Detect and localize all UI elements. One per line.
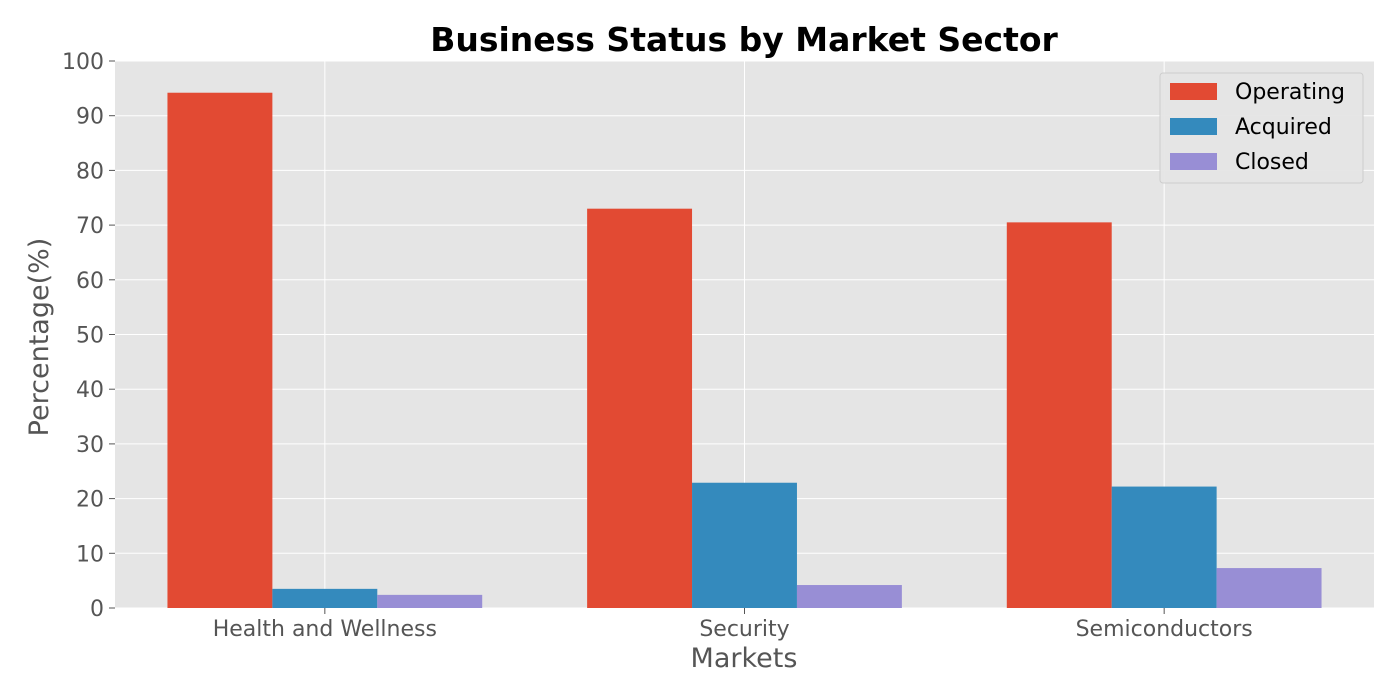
y-tick-label: 10 [76,542,104,567]
y-tick-label: 40 [76,378,104,403]
x-tick-label: Health and Wellness [213,617,437,642]
bar-closed-0 [377,594,483,608]
chart-title: Business Status by Market Sector [430,20,1058,59]
bar-acquired-2 [1111,486,1217,608]
bar-operating-1 [587,208,693,608]
x-tick-label: Security [699,617,789,642]
legend-label: Closed [1235,150,1309,175]
y-tick-label: 70 [76,214,104,239]
y-tick-label: 90 [76,105,104,130]
y-tick-label: 100 [62,50,104,75]
legend-label: Operating [1235,80,1345,105]
legend-swatch [1170,153,1217,170]
y-tick-label: 80 [76,159,104,184]
bar-acquired-1 [692,482,797,608]
bar-closed-2 [1216,568,1322,608]
legend: Operating Acquired Closed [1159,72,1364,184]
y-tick-label: 20 [76,488,104,513]
bar-closed-1 [796,585,902,608]
x-axis-ticks: Health and Wellness Security Semiconductor… [213,608,1253,642]
legend-label: Acquired [1235,115,1332,140]
bar-acquired-0 [272,588,378,608]
y-tick-label: 60 [76,269,104,294]
y-tick-label: 50 [76,324,104,349]
y-axis-label: Percentage(%) [24,238,55,437]
legend-swatch [1170,118,1217,135]
y-tick-label: 30 [76,433,104,458]
y-tick-label: 0 [90,597,104,622]
bar-operating-2 [1006,222,1112,609]
x-tick-label: Semiconductors [1076,617,1253,642]
legend-swatch [1170,83,1217,100]
y-axis-ticks: 0 10 20 30 40 50 60 70 80 90 100 [62,50,115,622]
x-axis-label: Markets [691,643,798,674]
bar-operating-0 [167,92,273,608]
bars [167,92,1322,609]
